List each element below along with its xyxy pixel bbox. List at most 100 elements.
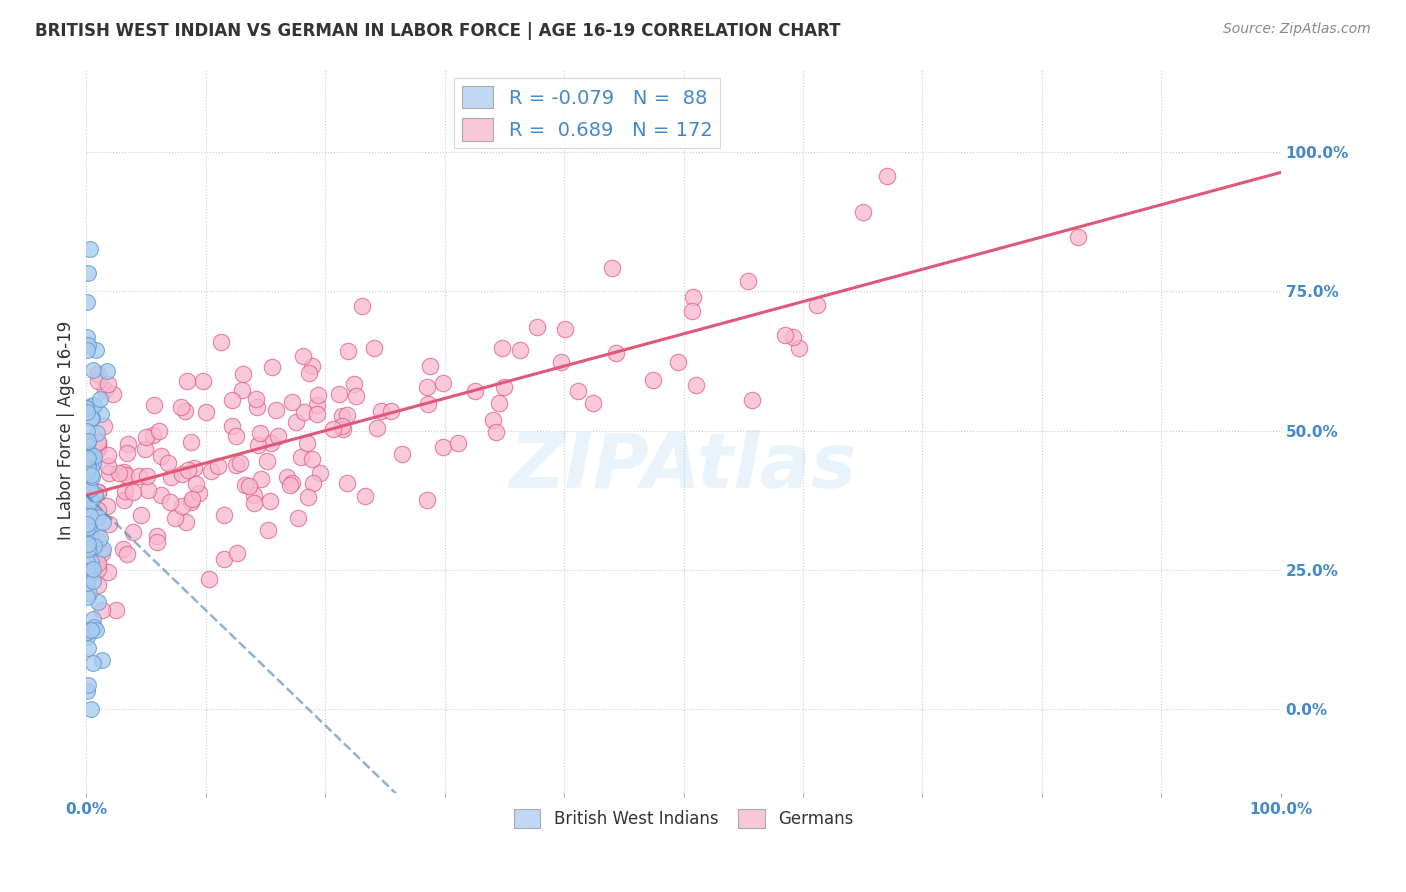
Point [77,493,100,508]
Point [666,355,689,369]
Point [79,471,101,485]
Point [416,380,439,394]
Point [87,434,110,449]
Point [76,640,98,655]
Point [87,435,110,450]
Point [136,483,159,497]
Text: ZIPAtlas: ZIPAtlas [510,430,858,504]
Point [336,343,359,358]
Point [176,463,198,477]
Point [280,475,302,490]
Point [76,453,98,467]
Point [685,378,707,392]
Point [363,342,385,356]
Point [97,565,120,579]
Point [173,404,195,418]
Point [82,656,104,670]
Point [76,507,98,521]
Point [259,493,281,508]
Point [77,586,100,600]
Point [76,555,98,569]
Point [380,404,402,418]
Point [75,401,97,416]
Point [90,407,112,421]
Point [122,524,145,539]
Point [115,467,138,482]
Point [83,449,105,463]
Point [77,451,100,466]
Point [1066,229,1088,244]
Point [76,591,98,605]
Point [281,395,304,409]
Point [79,529,101,543]
Point [87,534,110,549]
Point [101,387,124,401]
Point [600,261,623,276]
Point [76,454,98,468]
Point [143,398,166,412]
Point [294,404,316,418]
Point [183,461,205,475]
Point [225,545,247,559]
Point [225,428,247,442]
Point [91,541,114,556]
Point [582,396,605,410]
Point [416,493,439,508]
Point [267,429,290,443]
Point [80,494,103,508]
Point [233,477,256,491]
Point [77,460,100,475]
Point [852,204,875,219]
Point [787,341,810,355]
Point [737,274,759,288]
Point [350,300,373,314]
Point [80,460,103,475]
Point [526,319,548,334]
Point [76,450,98,465]
Point [180,435,202,450]
Point [200,464,222,478]
Point [135,430,157,444]
Text: BRITISH WEST INDIAN VS GERMAN IN LABOR FORCE | AGE 16-19 CORRELATION CHART: BRITISH WEST INDIAN VS GERMAN IN LABOR F… [35,22,841,40]
Point [309,466,332,480]
Point [307,407,329,421]
Point [91,653,114,667]
Point [250,472,273,486]
Point [96,363,118,377]
Point [129,508,152,523]
Point [366,421,388,435]
Point [77,435,100,450]
Point [87,503,110,517]
Point [193,374,215,388]
Point [242,496,264,510]
Point [491,341,513,355]
Point [488,396,510,410]
Point [98,466,121,480]
Point [75,457,97,471]
Point [322,422,344,436]
Point [87,374,110,388]
Point [77,537,100,551]
Point [332,422,354,436]
Point [79,702,101,716]
Point [79,508,101,523]
Point [391,447,413,461]
Point [76,448,98,462]
Point [260,435,283,450]
Point [184,477,207,491]
Point [111,541,134,556]
Point [159,495,181,509]
Point [107,466,129,480]
Point [76,465,98,479]
Point [128,469,150,483]
Point [97,448,120,462]
Point [221,393,243,408]
Point [245,392,267,406]
Point [256,453,278,467]
Point [482,412,505,426]
Point [246,400,269,414]
Point [416,397,439,411]
Point [301,359,323,373]
Point [76,575,98,590]
Point [276,469,298,483]
